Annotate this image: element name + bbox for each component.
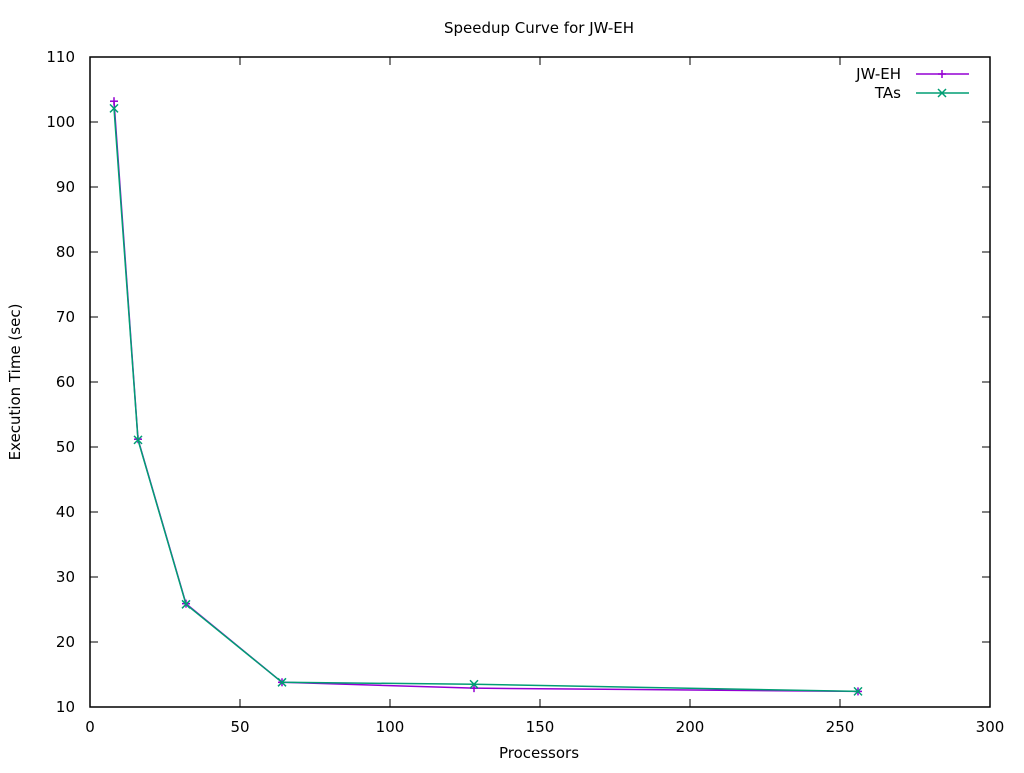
legend-label: TAs <box>874 84 901 102</box>
legend-label: JW-EH <box>855 65 901 83</box>
x-tick-label: 300 <box>976 718 1005 736</box>
cross-marker-b <box>181 599 191 609</box>
y-tick-label: 20 <box>56 633 75 651</box>
series-jw-eh <box>110 97 862 696</box>
y-tick-label: 90 <box>56 178 75 196</box>
y-tick-label: 110 <box>46 48 75 66</box>
y-tick-label: 80 <box>56 243 75 261</box>
y-tick-label: 70 <box>56 308 75 326</box>
data-point <box>181 599 191 609</box>
data-point <box>469 679 479 689</box>
cross-marker-b <box>133 435 143 445</box>
y-tick-label: 10 <box>56 698 75 716</box>
x-tick-label: 50 <box>230 718 249 736</box>
x-tick-label: 100 <box>376 718 405 736</box>
cross-marker-b <box>469 679 479 689</box>
y-tick-label: 30 <box>56 568 75 586</box>
data-point <box>853 686 863 696</box>
legend-entry: TAs <box>874 84 969 102</box>
series-line <box>113 108 859 693</box>
y-tick-label: 50 <box>56 438 75 456</box>
plot-frame <box>89 56 991 708</box>
y-tick-label: 60 <box>56 373 75 391</box>
x-tick-label: 150 <box>526 718 555 736</box>
series-tas <box>109 103 863 696</box>
cross-marker-b <box>109 103 119 113</box>
series-line <box>113 101 859 693</box>
series-layer <box>109 97 863 696</box>
legend-marker <box>938 70 946 78</box>
legend-entry: JW-EH <box>855 65 969 83</box>
x-tick-label: 200 <box>676 718 705 736</box>
data-point <box>277 677 287 687</box>
y-tick-label: 100 <box>46 113 75 131</box>
y-tick-label: 40 <box>56 503 75 521</box>
data-point <box>133 435 143 445</box>
cross-marker-b <box>853 686 863 696</box>
x-axis-title: Processors <box>499 744 579 762</box>
x-tick-label: 0 <box>85 718 95 736</box>
data-point <box>470 684 478 693</box>
cross-marker-b <box>937 88 947 98</box>
y-axis-title: Execution Time (sec) <box>6 304 24 461</box>
axis-ticks: 0 50 100 150 200 250 300 10 20 30 40 50 60 70 80 90 100 1… <box>46 48 1004 736</box>
x-tick-label: 250 <box>826 718 855 736</box>
data-point <box>109 103 119 113</box>
legend-marker <box>937 88 947 98</box>
data-point <box>110 97 118 106</box>
cross-marker-b <box>277 677 287 687</box>
chart-title: Speedup Curve for JW-EH <box>444 19 634 37</box>
